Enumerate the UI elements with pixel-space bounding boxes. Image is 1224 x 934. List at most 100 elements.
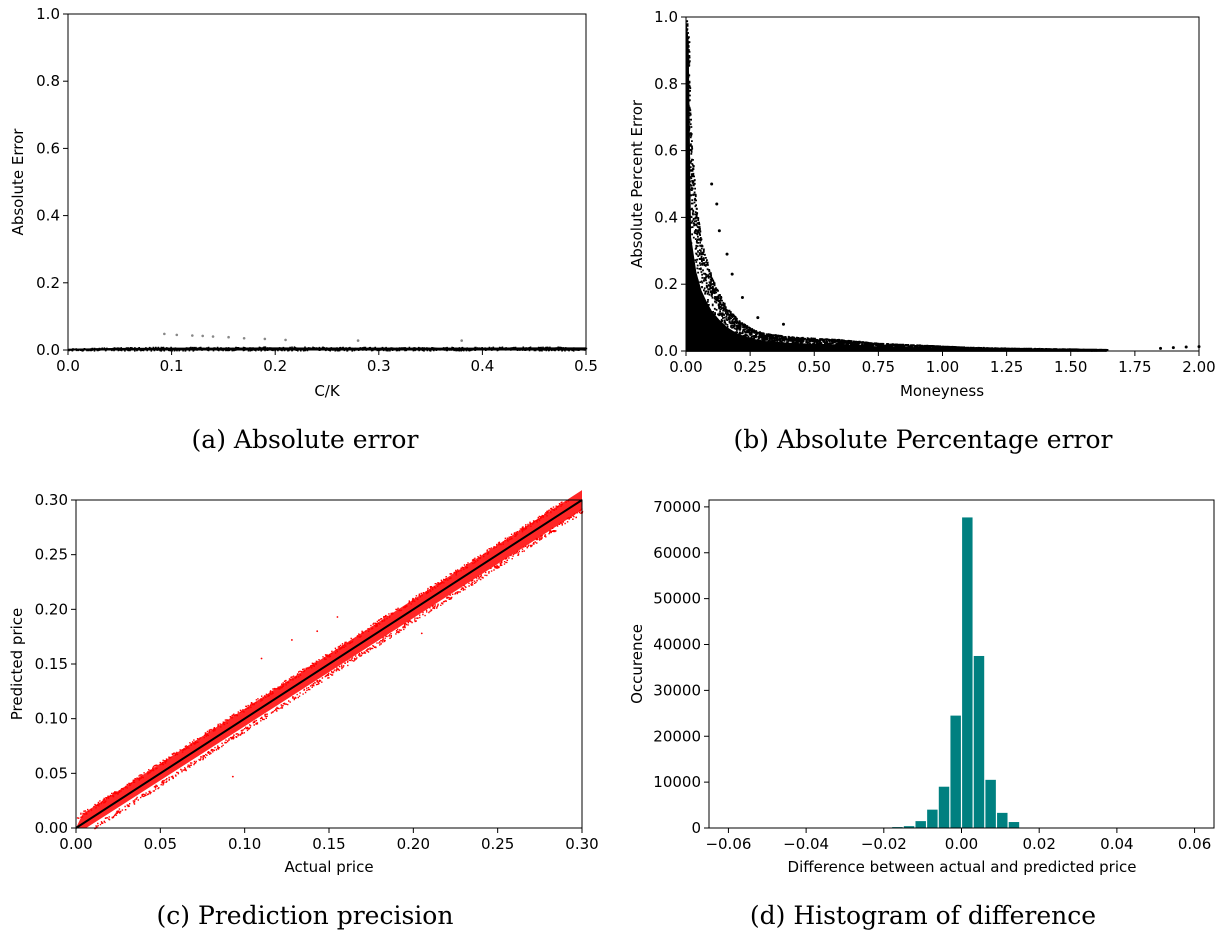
panel-a-ytick-label: 0.6 [36, 139, 60, 157]
panel-b-outlier-point [781, 322, 785, 326]
panel-d-ytick-label: 40000 [653, 636, 701, 654]
panel-b-ytick-label: 0.8 [654, 75, 678, 93]
panel-d-frame [708, 499, 1215, 829]
panel-c-xlabel: Actual price [284, 858, 373, 876]
panel-b-xtick-label: 0.75 [862, 358, 895, 376]
panel-d-histogram-bar [938, 786, 950, 828]
panel-d-histogram-bar [903, 826, 915, 828]
panel-b-ylabel: Absolute Percent Error [628, 99, 646, 268]
panel-b-xtick-label: 1.25 [990, 358, 1023, 376]
panel-b-xlabel: Moneyness [900, 382, 984, 400]
panel-d-histogram-bar [985, 779, 996, 828]
panel-a-outlier-point [163, 332, 166, 336]
panel-b-xtick-label: 1.50 [1054, 358, 1087, 376]
panel-d-ylabel: Occurence [628, 624, 646, 704]
panel-a-ylabel: Absolute Error [9, 128, 27, 236]
panel-c-ytick-label: 0.25 [35, 546, 68, 564]
panel-a-marks [68, 332, 588, 352]
panel-d-xlabel: Difference between actual and predicted … [788, 858, 1137, 876]
panel-b-ytick-label: 0.6 [654, 142, 678, 160]
panel-b-point-cloud [686, 20, 1109, 352]
panel-c-prediction-band [76, 490, 582, 828]
panel-d-ytick-label: 20000 [653, 727, 701, 745]
panel-a-error-band [68, 347, 586, 350]
panel-c-outlier-point [260, 657, 263, 660]
panel-a-xtick-label: 0.3 [367, 357, 391, 375]
panel-d-ytick-label: 60000 [653, 544, 701, 562]
panel-c-caption: (c) Prediction precision [157, 901, 454, 930]
panel-d-ytick-label: 0 [691, 819, 701, 837]
panel-a-ytick-label: 0.0 [36, 341, 60, 359]
panel-c-ytick-label: 0.00 [35, 819, 68, 837]
panel-c-outlier-point [290, 639, 293, 641]
panel-d-xtick-label: −0.06 [705, 835, 751, 853]
panel-d-xtick-label: −0.02 [861, 835, 907, 853]
panel-b-caption: (b) Absolute Percentage error [733, 425, 1112, 454]
panel-c-yticks: 0.00 0.05 0.10 0.15 0.20 0.25 0.30 [35, 491, 76, 837]
panel-b-xtick-label: 1.00 [926, 358, 959, 376]
panel-a-xtick-label: 0.5 [574, 357, 598, 375]
panel-b-outlier-point [710, 182, 714, 186]
panel-b-xtick-label: 2.00 [1182, 358, 1215, 376]
panel-a-ytick-label: 0.8 [36, 72, 60, 90]
panel-d-ytick-label: 30000 [653, 681, 701, 699]
panel-d-caption: (d) Histogram of difference [750, 901, 1096, 930]
panel-a-ytick-label: 0.4 [36, 207, 60, 225]
panel-a-xlabel: C/K [314, 382, 341, 400]
panel-c-ylabel: Predicted price [8, 608, 26, 721]
panel-b-ytick-label: 0.2 [654, 275, 678, 293]
panel-c-ytick-label: 0.10 [35, 710, 68, 728]
panel-c-xtick-label: 0.05 [144, 835, 177, 853]
panel-b-xtick-label: 0.00 [669, 358, 702, 376]
panel-c-xtick-label: 0.20 [397, 835, 430, 853]
panel-a-yticks: 0.0 0.2 0.4 0.6 0.8 1.0 [36, 5, 68, 359]
panel-c-outlier-point [336, 616, 339, 618]
panel-a-ytick-label: 0.2 [36, 274, 60, 292]
panel-d-histogram-bar [927, 809, 938, 828]
panel-a-xtick-label: 0.4 [470, 357, 494, 375]
panel-a-xticks: 0.0 0.1 0.2 0.3 0.4 0.5 [56, 350, 598, 375]
panel-b-xtick-label: 1.75 [1118, 358, 1151, 376]
panel-b-outlier-point [1171, 346, 1175, 350]
panel-a-outlier-point [227, 335, 230, 339]
panel-b-xtick-label: 0.50 [798, 358, 831, 376]
panel-b-outlier-point [730, 272, 734, 276]
panel-b-outlier-point [715, 202, 719, 206]
panel-d-ytick-label: 70000 [653, 498, 701, 516]
panel-d-xtick-label: 0.04 [1100, 835, 1133, 853]
panel-a-frame [67, 13, 587, 351]
panel-a-outlier-point [201, 334, 204, 338]
panel-c-marks [75, 490, 584, 830]
panel-c: 0.00 0.05 0.10 0.15 0.20 0.25 0.30 0.00 0.05 0.1… [8, 490, 599, 930]
panel-a-caption: (a) Absolute error [192, 425, 419, 454]
panel-d-xtick-label: −0.04 [783, 835, 829, 853]
panel-a-outlier-point [356, 339, 360, 342]
panel-a-xtick-label: 0.0 [56, 357, 80, 375]
panel-b-outlier-point [725, 252, 729, 256]
panel-a-outlier-point [242, 336, 246, 340]
panel-a-outlier-point [175, 333, 179, 337]
panel-b-marks [686, 17, 1201, 352]
panel-c-xtick-label: 0.15 [312, 835, 345, 853]
panel-a-ytick-label: 1.0 [36, 5, 60, 23]
panel-c-ytick-label: 0.20 [35, 600, 68, 618]
panel-a-outlier-point [263, 337, 267, 341]
panel-d-histogram-bar [973, 655, 985, 828]
panel-b-outlier-point [1184, 345, 1188, 349]
panel-b-outlier-point [717, 229, 721, 233]
panel-b-yticks: 0.0 0.2 0.4 0.6 0.8 1.0 [654, 8, 686, 360]
panel-d-histogram-bar [962, 517, 973, 828]
panel-b-outlier-point [740, 296, 744, 300]
panel-b-error-core [686, 17, 1107, 351]
panel-c-xticks: 0.00 0.05 0.10 0.15 0.20 0.25 0.30 [59, 828, 599, 853]
panel-d-xtick-label: 0.06 [1178, 835, 1211, 853]
panel-b: 0.00 0.25 0.50 0.75 1.00 1.25 1.50 1.75 2.00 0.0… [628, 8, 1216, 454]
panel-c-xtick-label: 0.10 [228, 835, 261, 853]
panel-c-xtick-label: 0.00 [59, 835, 92, 853]
panel-d: −0.06 −0.04 −0.02 0.00 0.02 0.04 0.06 0 10000 20… [628, 498, 1215, 930]
panel-d-yticks: 0 10000 20000 30000 40000 50000 60000 70000 [653, 498, 709, 837]
panel-a: 0.0 0.1 0.2 0.3 0.4 0.5 0.0 0.2 0.4 0.6 0.8 1.0 C/… [9, 5, 598, 454]
panel-b-ytick-label: 1.0 [654, 8, 678, 26]
panel-c-outlier-point [231, 775, 234, 778]
